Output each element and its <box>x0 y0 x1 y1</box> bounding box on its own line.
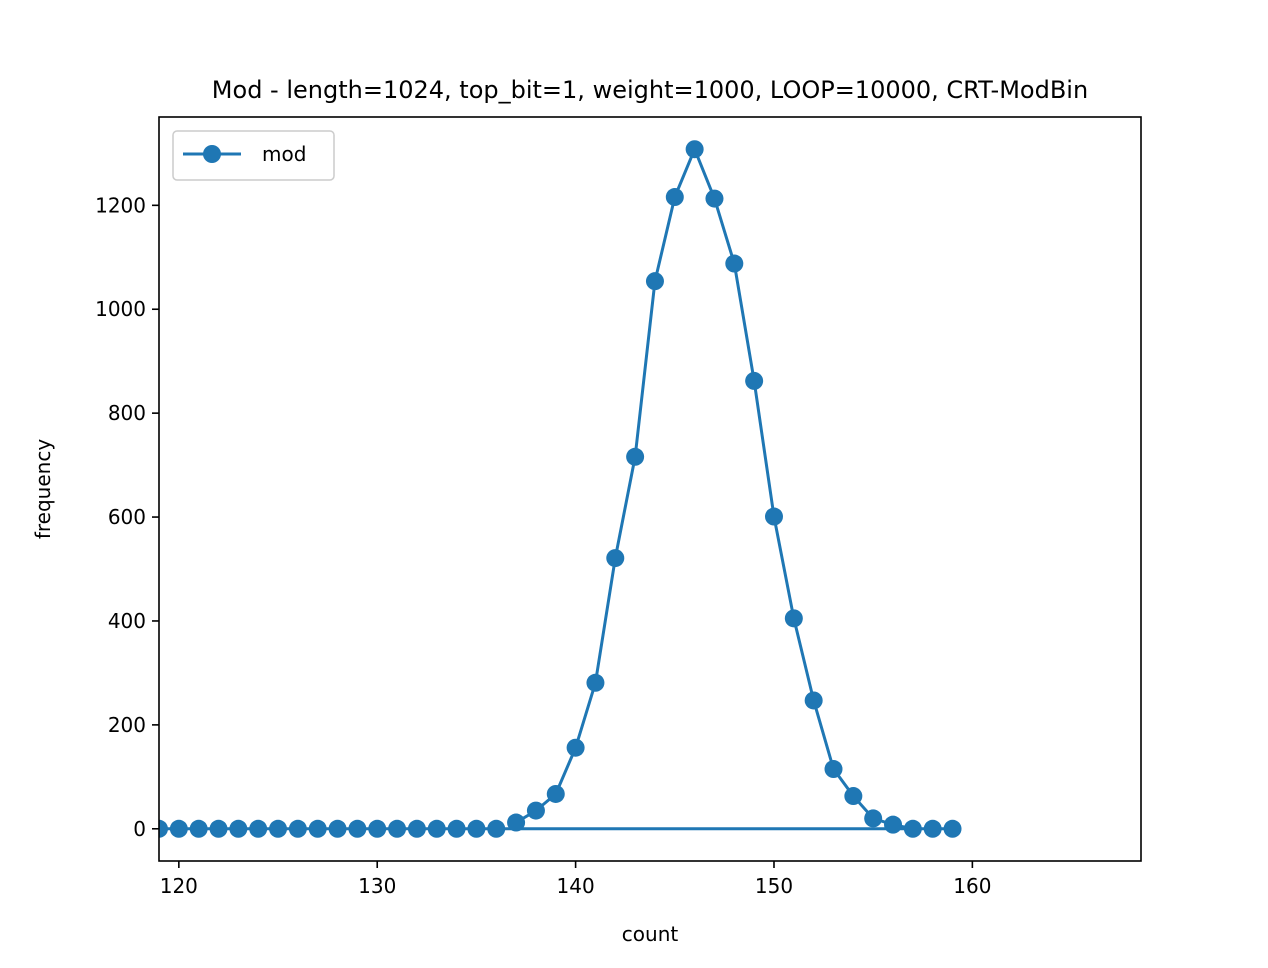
data-point <box>189 819 208 838</box>
y-tick-label: 400 <box>108 609 146 633</box>
data-point <box>903 819 922 838</box>
data-point <box>665 188 684 207</box>
data-point <box>725 254 744 273</box>
data-point <box>844 787 863 806</box>
y-tick-label: 200 <box>108 713 146 737</box>
y-tick-label: 0 <box>133 817 146 841</box>
data-point <box>943 819 962 838</box>
y-axis-label: frequency <box>31 439 55 539</box>
axes-frame <box>158 116 1142 862</box>
y-tick-label: 600 <box>108 505 146 529</box>
data-point <box>447 819 466 838</box>
plot-area: 120 130 140 150 160 0 200 400 600 800 1000 1200 <box>95 116 1142 898</box>
data-point <box>586 673 605 692</box>
data-point <box>487 819 506 838</box>
data-point <box>288 819 307 838</box>
data-point <box>368 819 387 838</box>
data-point <box>328 819 347 838</box>
data-point <box>229 819 248 838</box>
data-point <box>705 189 724 208</box>
data-point <box>923 819 942 838</box>
data-point <box>606 549 625 568</box>
data-point <box>745 371 764 390</box>
data-point <box>764 507 783 526</box>
legend-marker <box>203 145 221 163</box>
data-point <box>159 819 168 838</box>
data-point <box>864 809 883 828</box>
x-tick-label: 150 <box>755 874 793 898</box>
legend: mod <box>172 130 335 181</box>
chart-title: Mod - length=1024, top_bit=1, weight=100… <box>212 76 1088 104</box>
data-point <box>566 738 585 757</box>
x-tick-label: 140 <box>557 874 595 898</box>
data-point <box>626 447 645 466</box>
data-point <box>645 272 664 291</box>
data-point <box>884 815 903 834</box>
data-point <box>209 819 228 838</box>
data-point <box>427 819 446 838</box>
x-axis-label: count <box>622 922 679 946</box>
data-point <box>169 819 188 838</box>
x-tick-label: 160 <box>953 874 991 898</box>
data-point <box>784 609 803 628</box>
x-tick-label: 130 <box>358 874 396 898</box>
y-tick-label: 1200 <box>95 193 146 217</box>
data-point <box>804 691 823 710</box>
x-tick-label: 120 <box>160 874 198 898</box>
data-point <box>685 140 704 159</box>
data-point <box>348 819 367 838</box>
legend-box <box>172 130 335 181</box>
y-tick-label: 1000 <box>95 297 146 321</box>
data-point <box>308 819 327 838</box>
data-point <box>546 784 565 803</box>
data-point <box>526 801 545 820</box>
legend-label-mod: mod <box>262 142 306 166</box>
data-point <box>507 813 526 832</box>
data-point <box>467 819 486 838</box>
series-mod <box>159 140 962 838</box>
data-point <box>269 819 288 838</box>
data-point <box>388 819 407 838</box>
y-tick-label: 800 <box>108 401 146 425</box>
data-point <box>407 819 426 838</box>
data-point <box>824 760 843 779</box>
data-point <box>249 819 268 838</box>
